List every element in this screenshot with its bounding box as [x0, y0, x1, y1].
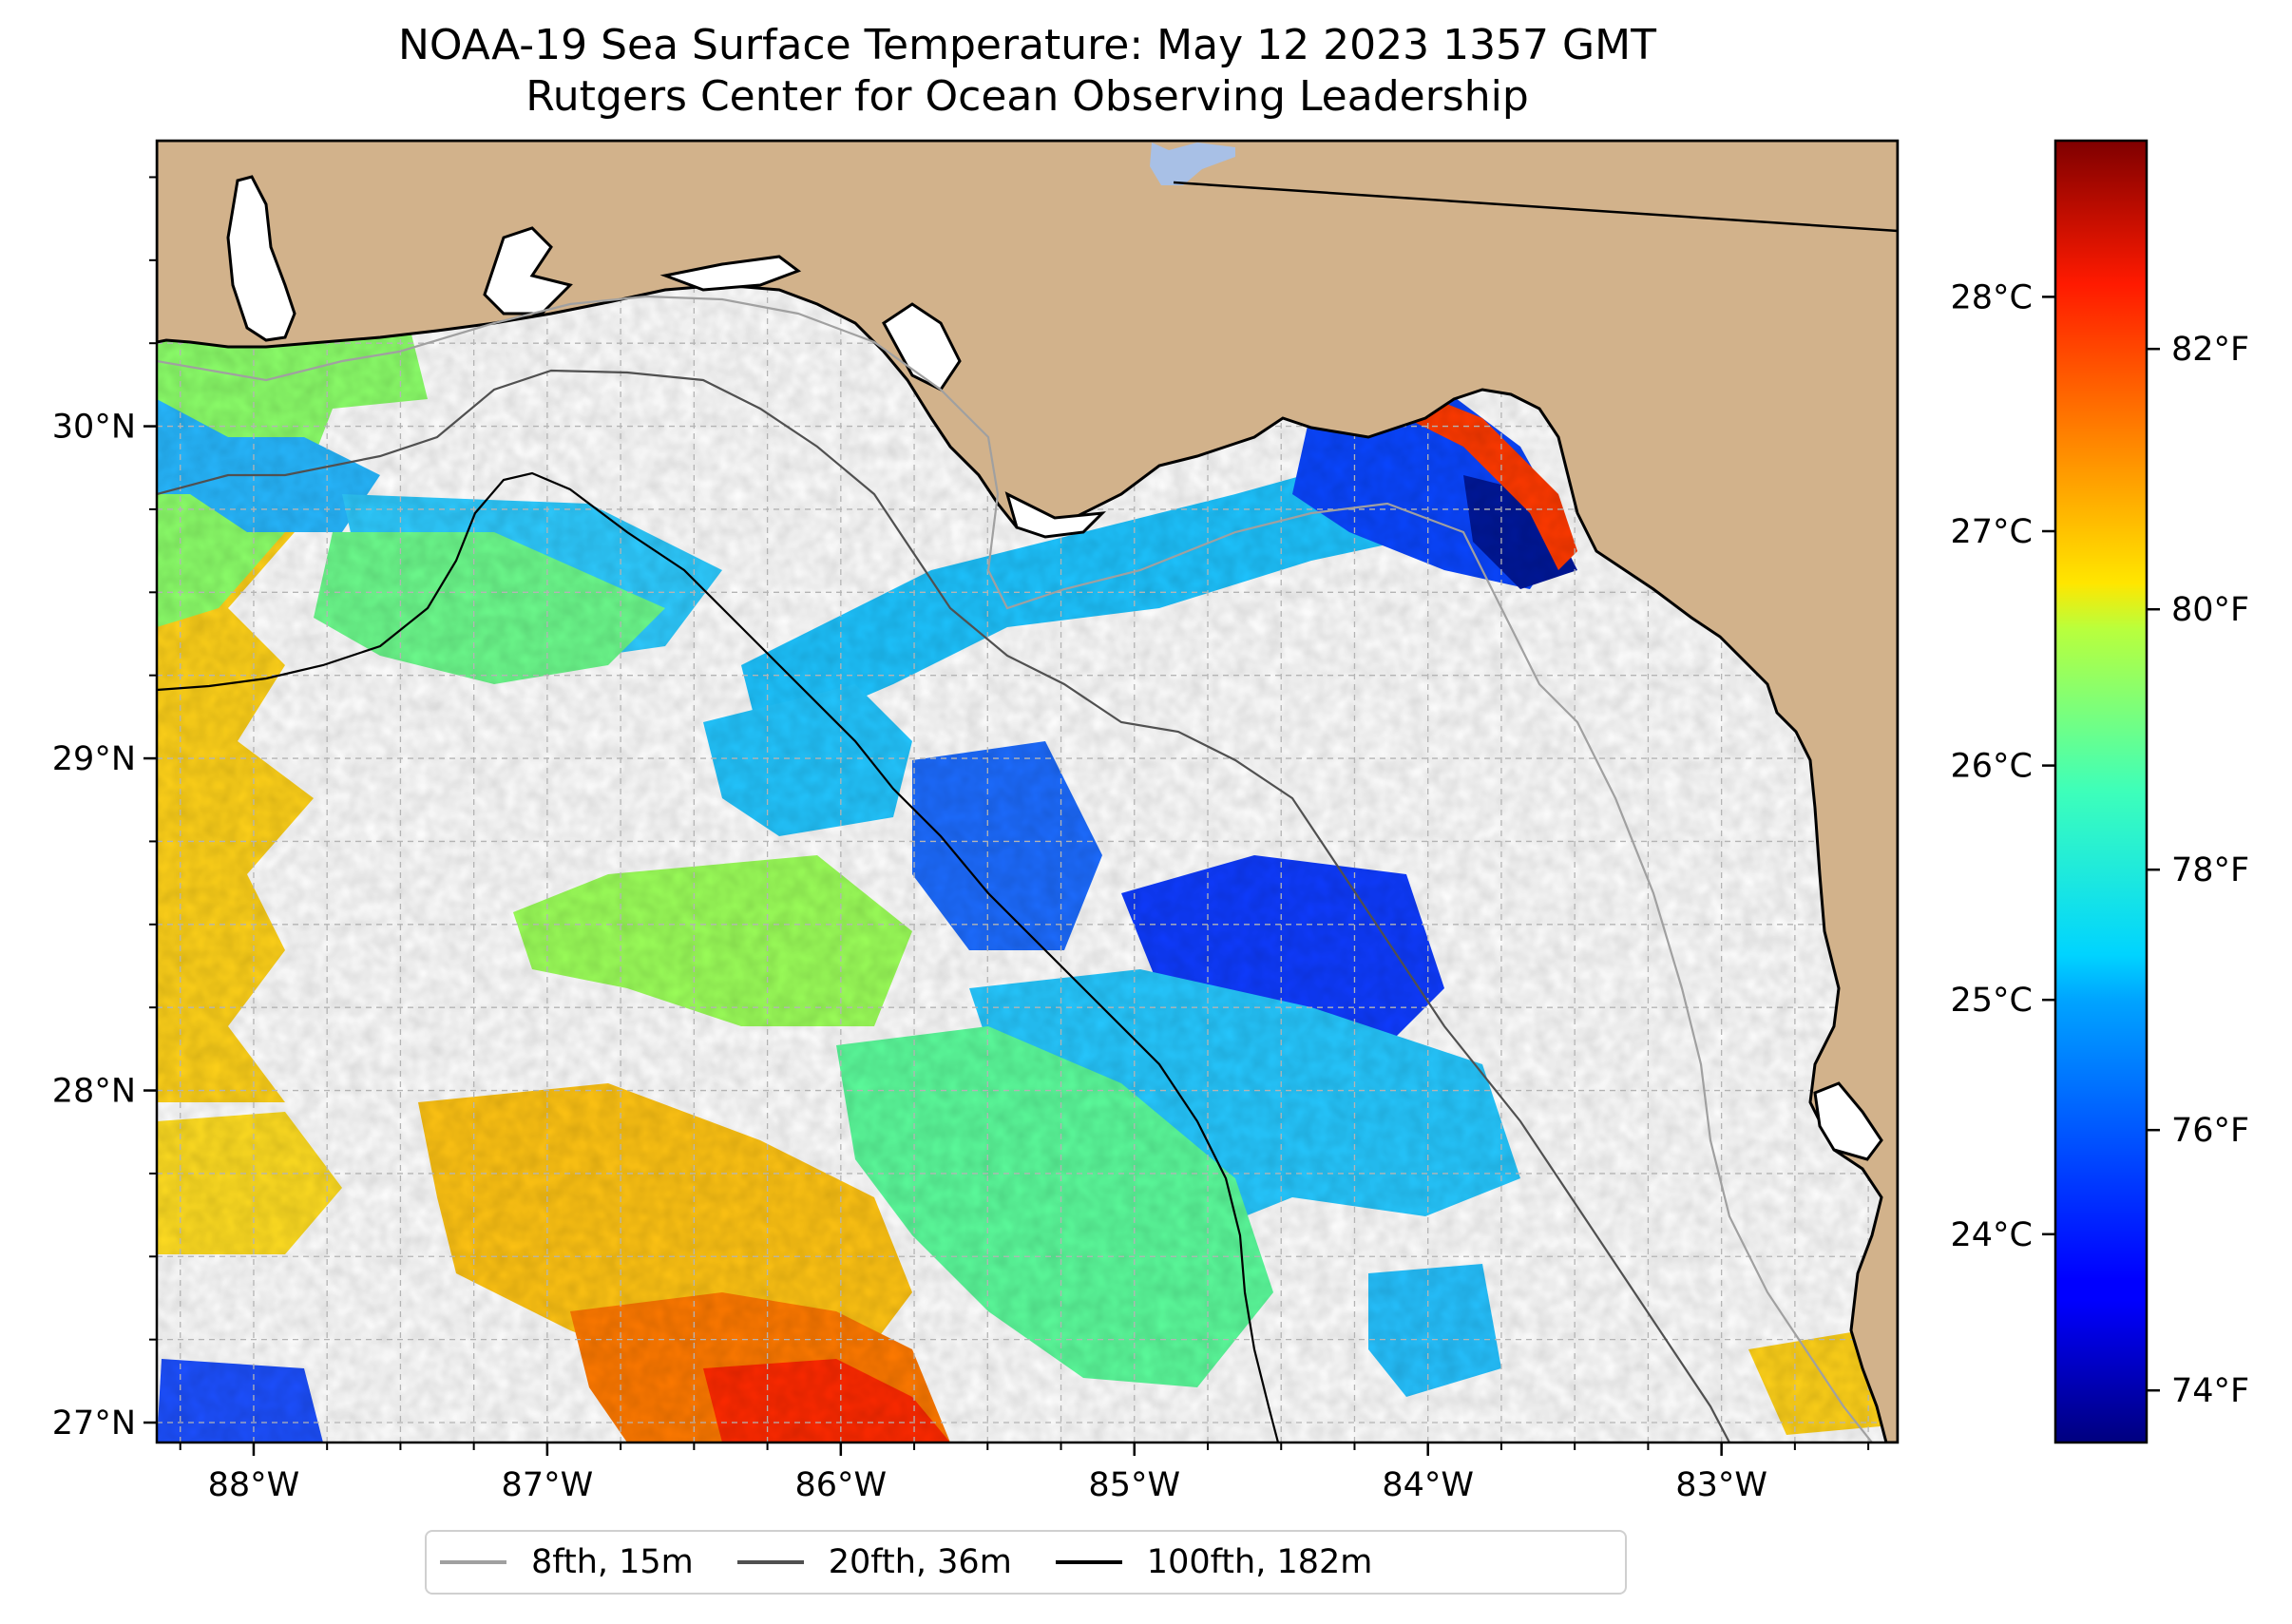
legend-item-20fth: 20fth, 36m [736, 1543, 1012, 1581]
legend-label-20fth: 20fth, 36m [828, 1543, 1012, 1581]
colorbar-c-label: 24°C [1951, 1216, 2033, 1254]
lon-tick-label: 84°W [1382, 1466, 1474, 1504]
legend-line-100fth [1055, 1560, 1122, 1564]
colorbar-gradient [2053, 139, 2149, 1444]
map-area [157, 141, 1898, 1442]
isobath-20fth [157, 369, 1730, 1442]
legend-line-20fth [736, 1560, 804, 1564]
colorbar-f-label: 76°F [2171, 1112, 2249, 1150]
isobath-8fth [157, 295, 1873, 1442]
choctawhatchee-bay [659, 255, 802, 292]
map-title: NOAA-19 Sea Surface Temperature: May 12 … [398, 21, 1656, 69]
colorbar-f-label: 74°F [2171, 1372, 2249, 1410]
colorbar-f-label: 82°F [2171, 331, 2249, 369]
longitude-axis: 88°W 87°W 86°W 85°W 84°W 83°W [179, 1442, 1870, 1504]
lon-tick-label: 87°W [502, 1466, 594, 1504]
colorbar-c-label: 26°C [1951, 748, 2033, 786]
sst-field [157, 141, 1898, 1442]
lake [1150, 143, 1235, 185]
mobile-bay [226, 175, 296, 342]
lon-tick-label: 83°W [1675, 1466, 1767, 1504]
legend-label-100fth: 100fth, 182m [1146, 1543, 1373, 1581]
legend-item-100fth: 100fth, 182m [1055, 1543, 1373, 1581]
lat-tick-label: 30°N [52, 409, 136, 447]
apalachicola-bay [1004, 491, 1107, 539]
pensacola-bay [483, 226, 573, 315]
tampa-bay [1813, 1081, 1883, 1161]
isobath-legend: 8fth, 15m 20fth, 36m 100fth, 182m [425, 1530, 1627, 1595]
isobath-100fth [157, 471, 1280, 1442]
colorbar: 82°F 80°F 78°F 76°F 74°F 28°C 27°C 26°C 25°C 24°C [1951, 139, 2250, 1444]
lon-tick-label: 88°W [208, 1466, 300, 1504]
st-andrews-bay [882, 302, 962, 392]
colorbar-f-label: 80°F [2171, 591, 2249, 629]
map-frame [155, 139, 1900, 1444]
lat-tick-label: 27°N [52, 1404, 136, 1442]
latitude-axis: 30°N 29°N 28°N 27°N [52, 176, 157, 1442]
lon-tick-label: 85°W [1088, 1466, 1180, 1504]
legend-line-8fth [440, 1560, 506, 1564]
lat-tick-label: 29°N [52, 740, 136, 778]
lat-tick-label: 28°N [52, 1073, 136, 1111]
state-border [1173, 181, 1898, 233]
legend-item-8fth: 8fth, 15m [440, 1543, 694, 1581]
map-subtitle: Rutgers Center for Ocean Observing Leade… [525, 72, 1529, 121]
colorbar-c-label: 27°C [1951, 513, 2033, 551]
legend-label-8fth: 8fth, 15m [531, 1543, 694, 1581]
colorbar-f-label: 78°F [2171, 851, 2249, 889]
lon-tick-label: 86°W [794, 1466, 887, 1504]
land-mass [157, 141, 1898, 1442]
colorbar-c-label: 25°C [1951, 982, 2033, 1020]
colorbar-ticks: 82°F 80°F 78°F 76°F 74°F 28°C 27°C 26°C 25°C 24°C [1951, 278, 2250, 1410]
colorbar-c-label: 28°C [1951, 278, 2033, 316]
